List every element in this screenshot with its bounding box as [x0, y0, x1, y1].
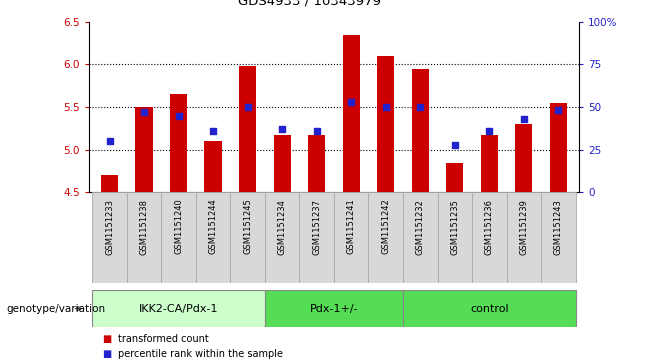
Bar: [403, 192, 438, 283]
Text: ■: ■: [102, 334, 111, 344]
Text: transformed count: transformed count: [118, 334, 209, 344]
Point: [277, 126, 288, 132]
Bar: [92, 290, 265, 327]
Point: [346, 99, 357, 105]
Bar: [480, 135, 498, 192]
Bar: [230, 192, 265, 283]
Bar: [239, 66, 256, 192]
Text: GDS4933 / 10343979: GDS4933 / 10343979: [238, 0, 381, 7]
Point: [449, 142, 460, 147]
Point: [311, 128, 322, 134]
Bar: [368, 192, 403, 283]
Bar: [136, 107, 153, 192]
Bar: [308, 135, 325, 192]
Text: GSM1151234: GSM1151234: [278, 199, 287, 254]
Text: IKK2-CA/Pdx-1: IKK2-CA/Pdx-1: [139, 303, 218, 314]
Bar: [274, 135, 291, 192]
Text: GSM1151241: GSM1151241: [347, 199, 356, 254]
Text: GSM1151235: GSM1151235: [450, 199, 459, 254]
Bar: [412, 69, 429, 192]
Text: percentile rank within the sample: percentile rank within the sample: [118, 349, 284, 359]
Text: GSM1151237: GSM1151237: [312, 199, 321, 255]
Point: [380, 104, 391, 110]
Text: Pdx-1+/-: Pdx-1+/-: [310, 303, 358, 314]
Bar: [377, 56, 394, 192]
Text: GSM1151242: GSM1151242: [381, 199, 390, 254]
Bar: [334, 192, 368, 283]
Bar: [92, 192, 127, 283]
Bar: [127, 192, 161, 283]
Text: GSM1151243: GSM1151243: [554, 199, 563, 254]
Text: GSM1151236: GSM1151236: [485, 199, 494, 255]
Bar: [472, 192, 507, 283]
Text: GSM1151240: GSM1151240: [174, 199, 183, 254]
Bar: [196, 192, 230, 283]
Point: [104, 138, 114, 144]
Bar: [265, 290, 403, 327]
Text: ■: ■: [102, 349, 111, 359]
Text: GSM1151233: GSM1151233: [105, 199, 114, 255]
Bar: [170, 94, 188, 192]
Point: [139, 109, 149, 115]
Bar: [438, 192, 472, 283]
Point: [242, 104, 253, 110]
Text: GSM1151239: GSM1151239: [519, 199, 528, 254]
Text: GSM1151245: GSM1151245: [243, 199, 252, 254]
Bar: [446, 163, 463, 192]
Bar: [343, 34, 360, 192]
Point: [519, 116, 529, 122]
Bar: [299, 192, 334, 283]
Point: [415, 104, 426, 110]
Bar: [515, 124, 532, 192]
Point: [553, 107, 564, 113]
Bar: [101, 175, 118, 192]
Bar: [507, 192, 541, 283]
Text: GSM1151232: GSM1151232: [416, 199, 425, 254]
Bar: [403, 290, 576, 327]
Point: [484, 128, 495, 134]
Bar: [541, 192, 576, 283]
Text: genotype/variation: genotype/variation: [7, 303, 106, 314]
Text: control: control: [470, 303, 509, 314]
Text: GSM1151244: GSM1151244: [209, 199, 218, 254]
Bar: [265, 192, 299, 283]
Point: [173, 113, 184, 118]
Text: GSM1151238: GSM1151238: [139, 199, 149, 255]
Point: [208, 128, 218, 134]
Bar: [549, 103, 567, 192]
Bar: [161, 192, 196, 283]
Bar: [205, 141, 222, 192]
